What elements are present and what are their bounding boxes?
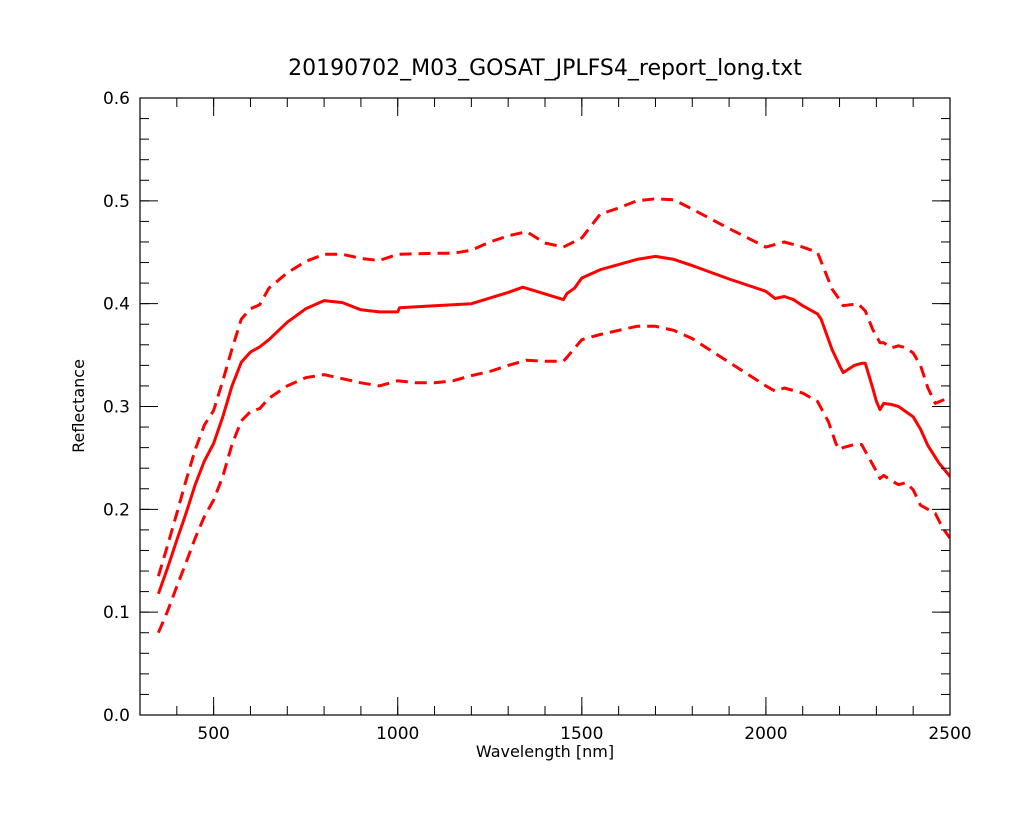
y-tick-label: 0.5 bbox=[103, 192, 130, 212]
y-tick-label: 0.6 bbox=[103, 89, 130, 109]
plot-area: 500 1000 1500 2000 2500 0.0 0.1 0.2 0.3 0.4 0.5 0.6 bbox=[103, 89, 972, 744]
x-axis-label: Wavelength [nm] bbox=[476, 742, 614, 761]
x-tick-label: 1500 bbox=[560, 724, 603, 744]
y-tick-label: 0.0 bbox=[103, 706, 130, 726]
x-tick-label: 2500 bbox=[928, 724, 971, 744]
series-line-2 bbox=[156, 197, 950, 577]
y-tick-label: 0.2 bbox=[103, 500, 130, 520]
y-tick-label: 0.4 bbox=[103, 295, 130, 315]
series-line-1 bbox=[156, 254, 950, 595]
y-tick-label: 0.3 bbox=[103, 398, 130, 418]
x-tick-label: 500 bbox=[197, 724, 229, 744]
y-axis-label: Reflectance bbox=[69, 359, 88, 453]
y-tick-label: 0.1 bbox=[103, 603, 130, 623]
series-line-3 bbox=[157, 324, 950, 634]
chart-title: 20190702_M03_GOSAT_JPLFS4_report_long.tx… bbox=[288, 56, 802, 81]
x-tick-label: 2000 bbox=[744, 724, 787, 744]
x-tick-label: 1000 bbox=[376, 724, 419, 744]
